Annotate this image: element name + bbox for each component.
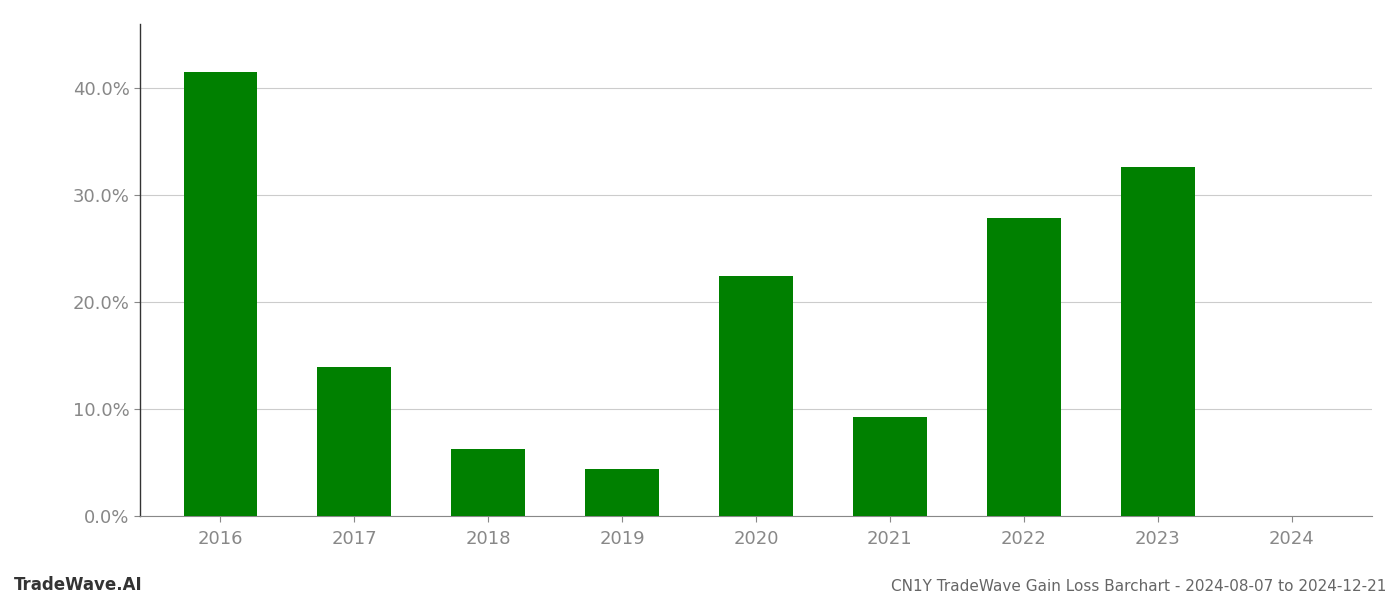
Bar bbox=[987, 218, 1061, 516]
Text: CN1Y TradeWave Gain Loss Barchart - 2024-08-07 to 2024-12-21: CN1Y TradeWave Gain Loss Barchart - 2024… bbox=[890, 579, 1386, 594]
Text: TradeWave.AI: TradeWave.AI bbox=[14, 576, 143, 594]
Bar bbox=[451, 449, 525, 516]
Bar bbox=[318, 367, 391, 516]
Bar bbox=[1121, 167, 1194, 516]
Bar bbox=[183, 72, 258, 516]
Bar bbox=[585, 469, 659, 516]
Bar bbox=[853, 416, 927, 516]
Bar bbox=[720, 277, 792, 516]
